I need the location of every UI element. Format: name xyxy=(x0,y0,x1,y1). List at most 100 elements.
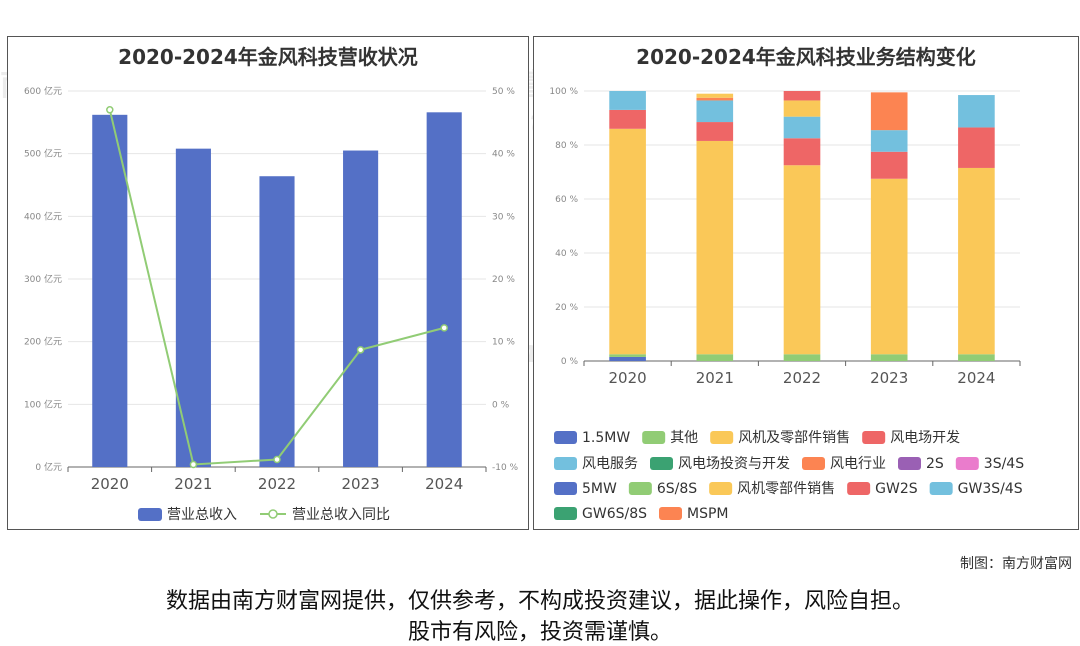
y-left-tick-label: 100 亿元 xyxy=(24,398,62,410)
disclaimer-line-2: 股市有风险，投资需谨慎。 xyxy=(407,620,672,645)
disclaimer-line-1: 数据由南方财富网提供，仅供参考，不构成投资建议，据此操作，风险自担。 xyxy=(165,589,914,614)
x-tick-label: 2021 xyxy=(174,475,212,493)
stack-segment xyxy=(870,354,908,361)
stack-segment xyxy=(783,100,821,117)
y-left-tick-label: 400 亿元 xyxy=(24,210,62,222)
stack-segment xyxy=(696,93,734,98)
legend-swatch xyxy=(862,431,886,444)
stack-segment xyxy=(783,165,821,355)
legend-label: 风电场开发 xyxy=(890,430,960,446)
stack-segment xyxy=(783,116,821,139)
yoy-point xyxy=(356,346,365,354)
business-structure-title: 2020-2024年金风科技业务结构变化 xyxy=(636,45,976,69)
chart-credit: 制图：南方财富网 xyxy=(960,556,1072,572)
y-right-tick-label: 0 % xyxy=(492,400,510,410)
legend-label: GW2S xyxy=(875,481,918,497)
y-left-tick-label: 500 亿元 xyxy=(24,148,62,160)
y-tick-label: 100 % xyxy=(549,87,578,97)
stack-segment xyxy=(609,91,646,110)
revenue-bar xyxy=(343,150,379,467)
legend-swatch xyxy=(847,482,871,495)
stack-segment xyxy=(696,122,734,141)
x-tick-label: 2020 xyxy=(91,475,129,493)
stack-segment xyxy=(870,151,908,179)
legend-swatch xyxy=(650,457,673,470)
y-tick-label: 0 % xyxy=(561,357,579,367)
legend-label: 6S/8S xyxy=(657,481,697,497)
stack-segment xyxy=(696,97,734,101)
stack-segment xyxy=(958,167,995,355)
business-structure-chart: 0 % 20 % 40 % 60 % 80 % 100 % 2020 2021 2022 2023… xyxy=(549,87,1024,522)
y-tick-label: 80 % xyxy=(555,141,578,151)
y-right-tick-label: 10 % xyxy=(492,338,515,348)
legend-swatch xyxy=(898,457,921,470)
business-structure-panel: 2020-2024年金风科技业务结构变化 0 % 20 % 40 % 60 % 80 %… xyxy=(533,36,1079,530)
y-tick-label: 40 % xyxy=(555,249,578,259)
stack-segment xyxy=(783,138,821,166)
yoy-point xyxy=(273,455,281,464)
y-tick-label: 20 % xyxy=(555,303,578,313)
legend-label: 风电服务 xyxy=(582,456,638,472)
y-left-tick-label: 200 亿元 xyxy=(24,336,62,348)
legend-swatch xyxy=(642,431,666,444)
x-tick-label: 2021 xyxy=(696,369,734,387)
legend-swatch xyxy=(554,457,577,470)
y-left-tick-label: 300 亿元 xyxy=(24,273,62,285)
y-left-tick-label: 600 亿元 xyxy=(24,85,62,97)
stack-segment xyxy=(696,100,734,123)
legend-label: 5MW xyxy=(582,481,617,497)
revenue-bar xyxy=(259,176,295,467)
stack-segment xyxy=(870,92,908,131)
stack-segment xyxy=(609,356,646,361)
stack-segment xyxy=(783,91,821,101)
y-right-tick-label: -10 % xyxy=(492,463,519,473)
y-right-tick-label: 40 % xyxy=(492,150,515,160)
legend-swatch xyxy=(554,482,577,495)
stack-segment xyxy=(870,178,908,355)
yoy-point xyxy=(189,460,198,469)
y-tick-label: 60 % xyxy=(555,195,578,205)
stack-segment xyxy=(870,130,908,152)
revenue-chart-title: 2020-2024年金风科技营收状况 xyxy=(118,45,418,69)
legend-label: 风机及零部件销售 xyxy=(738,430,850,446)
legend-revenue-label: 营业总收入 xyxy=(167,507,237,523)
revenue-chart-panel: 2020-2024年金风科技营收状况 0 亿元 100 亿元 200 亿元 300 亿… xyxy=(7,36,529,530)
yoy-point xyxy=(106,106,114,114)
legend-swatch xyxy=(554,507,577,520)
stack-segment xyxy=(609,354,646,357)
stack-segment xyxy=(958,354,995,361)
stack-segment xyxy=(958,95,995,128)
stack-segment xyxy=(783,354,821,361)
legend-swatch xyxy=(710,431,734,444)
stack-segment xyxy=(958,127,995,168)
legend-revenue-swatch xyxy=(138,508,162,521)
revenue-bar xyxy=(92,114,128,468)
legend-label: 风机零部件销售 xyxy=(737,481,835,497)
x-tick-label: 2023 xyxy=(342,475,380,493)
y-right-tick-label: 30 % xyxy=(492,212,515,222)
legend-swatch xyxy=(554,431,577,444)
x-tick-label: 2022 xyxy=(783,369,821,387)
y-left-tick-label: 0 亿元 xyxy=(35,461,62,473)
x-tick-label: 2023 xyxy=(870,369,908,387)
x-tick-label: 2022 xyxy=(258,475,296,493)
legend-label: MSPM xyxy=(687,506,729,522)
legend-swatch xyxy=(955,457,979,470)
legend-yoy-marker xyxy=(268,509,278,519)
legend-label: GW6S/8S xyxy=(582,506,647,522)
legend-label: 1.5MW xyxy=(582,430,630,446)
x-tick-label: 2024 xyxy=(425,475,463,493)
stack-segment xyxy=(609,128,646,355)
legend-label: 2S xyxy=(926,456,944,472)
stack-segment xyxy=(696,354,734,361)
legend-swatch xyxy=(709,482,733,495)
legend-label: 3S/4S xyxy=(984,456,1024,472)
legend-yoy-label: 营业总收入同比 xyxy=(292,507,390,523)
legend-swatch xyxy=(802,457,825,470)
revenue-bar xyxy=(426,112,462,467)
stack-segment xyxy=(696,140,734,355)
revenue-chart: 0 亿元 100 亿元 200 亿元 300 亿元 400 亿元 500 亿元 600 亿元… xyxy=(24,85,519,523)
legend-swatch xyxy=(628,482,652,495)
x-tick-label: 2024 xyxy=(957,369,995,387)
legend-swatch xyxy=(929,482,953,495)
